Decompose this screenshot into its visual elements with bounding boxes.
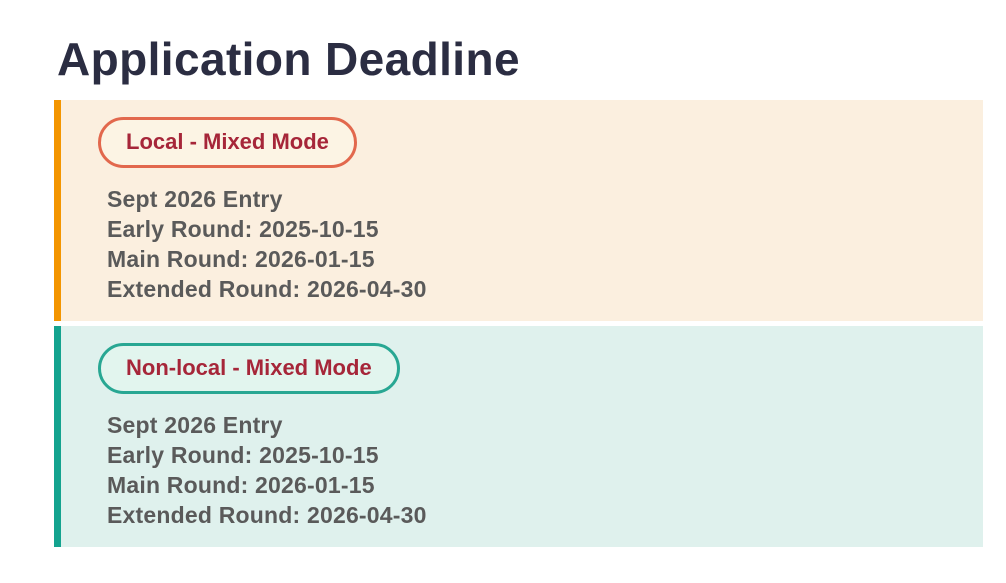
main-round-line: Main Round: 2026-01-15 (107, 472, 375, 498)
mode-badge-local: Local - Mixed Mode (98, 117, 357, 168)
page-title: Application Deadline (57, 33, 520, 85)
application-deadline-section: Application Deadline Local - Mixed Mode … (54, 33, 983, 547)
deadline-lines-nonlocal: Sept 2026 Entry Early Round: 2025-10-15 … (107, 410, 963, 530)
entry-line: Sept 2026 Entry (107, 186, 283, 212)
deadline-card-local: Local - Mixed Mode Sept 2026 Entry Early… (54, 100, 983, 321)
early-round-line: Early Round: 2025-10-15 (107, 216, 379, 242)
mode-badge-nonlocal: Non-local - Mixed Mode (98, 343, 400, 394)
extended-round-line: Extended Round: 2026-04-30 (107, 276, 427, 302)
early-round-line: Early Round: 2025-10-15 (107, 442, 379, 468)
deadline-card-nonlocal: Non-local - Mixed Mode Sept 2026 Entry E… (54, 326, 983, 547)
extended-round-line: Extended Round: 2026-04-30 (107, 502, 427, 528)
main-round-line: Main Round: 2026-01-15 (107, 246, 375, 272)
deadline-lines-local: Sept 2026 Entry Early Round: 2025-10-15 … (107, 184, 963, 304)
entry-line: Sept 2026 Entry (107, 412, 283, 438)
